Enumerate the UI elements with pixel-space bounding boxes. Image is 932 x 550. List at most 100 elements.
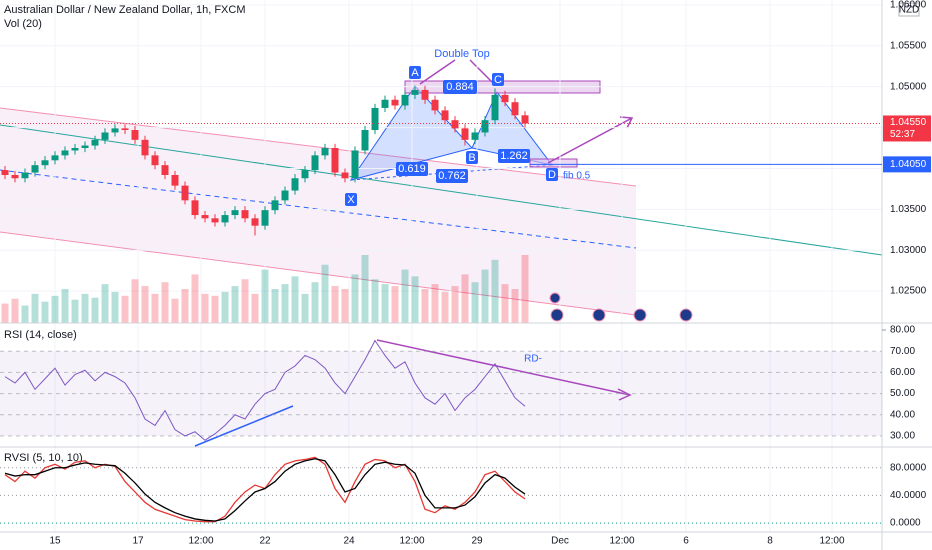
candle-body (361, 130, 369, 151)
volume-bar (21, 305, 29, 323)
candle-body (391, 99, 399, 106)
x-tick-label: 12:00 (188, 536, 213, 547)
volume-bar (231, 286, 239, 323)
candle-body (21, 172, 29, 179)
annotation: RD- (524, 354, 542, 365)
current-price: 1.04550 (890, 117, 927, 128)
volume-bar (11, 298, 19, 323)
candle-body (491, 94, 499, 121)
volume-bar (1, 303, 9, 323)
label-box (492, 73, 504, 86)
candle-body (131, 130, 139, 140)
icon (592, 308, 606, 322)
event-icons (549, 292, 693, 322)
volume-bar (311, 282, 319, 323)
target-zone (529, 158, 578, 168)
candle-body (511, 102, 519, 116)
price-box (883, 156, 931, 173)
pointer (469, 59, 495, 85)
volume-bar (381, 284, 389, 323)
volume-bar (211, 295, 219, 323)
y-tick-label: 0.0000 (890, 518, 921, 529)
y-tick-label: 80.00 (890, 325, 915, 336)
x-tick-label: 12:00 (819, 536, 844, 547)
x-tick-label: 24 (343, 536, 355, 547)
x-tick-label: 12:00 (399, 536, 424, 547)
ratio-box (498, 149, 530, 163)
y-tick-label: 1.05000 (890, 81, 927, 92)
pointer (419, 59, 456, 85)
x-tick-label: 29 (471, 536, 483, 547)
volume-label: Vol (20) (4, 18, 42, 30)
volume-bar (441, 291, 449, 323)
volume-bar (141, 286, 149, 323)
candle-body (61, 150, 69, 156)
candle-body (261, 210, 269, 226)
y-tick-label: 1.03500 (890, 204, 927, 215)
candle-body (221, 215, 229, 223)
candle-body (431, 99, 439, 111)
candle-body (501, 94, 509, 103)
label-box (466, 151, 478, 164)
label-box (345, 193, 357, 206)
level-price: 1.04050 (890, 159, 927, 170)
volume-bar (511, 289, 519, 323)
channel-mid (0, 169, 637, 249)
price-box (883, 115, 931, 142)
candle-body (411, 89, 419, 95)
candle-body (301, 170, 309, 179)
candle-body (141, 139, 149, 156)
volume-bar (371, 279, 379, 323)
volume-bar (111, 291, 119, 323)
candle-body (521, 115, 529, 124)
volume-bar (421, 289, 429, 323)
ratio-label: 0.884 (446, 81, 474, 93)
volume-bar (81, 293, 89, 323)
candle-body (211, 218, 219, 223)
volume-bar (291, 276, 299, 323)
candle-body (311, 155, 319, 171)
projection-arrow (547, 117, 633, 164)
ratio-box (436, 169, 468, 183)
volume-bar (191, 274, 199, 323)
candle-body (121, 128, 129, 131)
candle-body (331, 148, 339, 173)
point-label: X (347, 194, 355, 206)
y-tick-label: 40.00 (890, 409, 915, 420)
arrow-head (619, 116, 634, 129)
rvsi-line (4, 458, 526, 522)
volume-bar (361, 255, 369, 323)
volume-bar (151, 293, 159, 323)
candle-body (91, 139, 99, 146)
volume-bar (351, 274, 359, 323)
point-labels: A X B C D 0.884 0.619 0.762 1.262 (345, 66, 558, 206)
candle-body (1, 170, 9, 175)
point-label: C (494, 74, 502, 86)
candle-body (201, 215, 209, 219)
channel-bottom (0, 231, 637, 316)
point-label: D (548, 169, 556, 181)
candle-body (461, 128, 469, 140)
y-tick-label: 40.0000 (890, 490, 927, 501)
volume-bar (501, 284, 509, 323)
volume-bar (271, 289, 279, 323)
volume-bar (171, 298, 179, 323)
y-tick-label: 70.00 (890, 346, 915, 357)
rsi-divergence (376, 339, 631, 396)
ratio-label: 0.619 (398, 163, 426, 175)
point-label: A (411, 67, 419, 79)
volume-bar (221, 291, 229, 323)
candle-body (241, 210, 249, 219)
icon (550, 308, 564, 322)
candle-body (271, 200, 279, 211)
candle-body (81, 145, 89, 149)
currency: NZD (899, 5, 920, 16)
volume-bar (41, 301, 49, 323)
volume-bar (261, 269, 269, 323)
candle-body (161, 165, 169, 175)
candle-body (111, 128, 119, 133)
x-tick-label: 22 (259, 536, 271, 547)
volume-bar (31, 293, 39, 323)
volume-bar (321, 264, 329, 323)
volume-bar (241, 279, 249, 323)
